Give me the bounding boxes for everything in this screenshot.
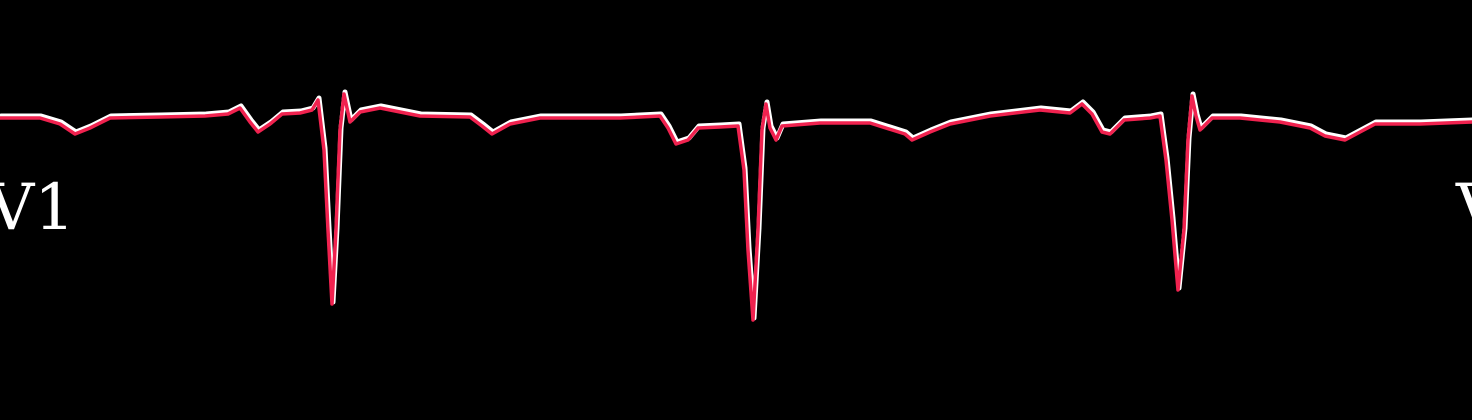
- lead-label-v-cut: V: [1456, 176, 1472, 240]
- lead-label-v1: V1: [0, 171, 75, 245]
- ecg-trace: [0, 92, 1472, 322]
